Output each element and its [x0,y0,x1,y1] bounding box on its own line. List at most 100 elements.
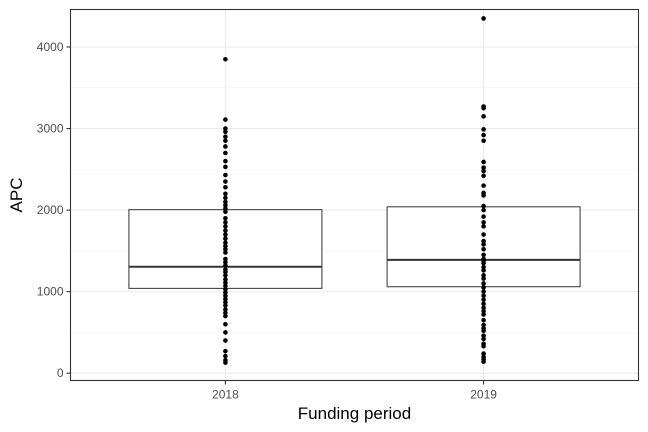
data-point [223,283,228,289]
data-point [223,179,228,184]
data-point [223,310,228,316]
data-point [481,264,486,270]
data-point [481,343,486,349]
data-point [481,232,486,237]
data-point [223,138,228,144]
data-point [223,202,228,208]
data-point [223,330,228,335]
data-point [223,134,228,139]
data-point [223,280,228,285]
data-point [481,308,486,314]
data-point [481,165,486,170]
data-point [223,215,228,221]
data-point [481,276,486,281]
data-point [223,290,228,295]
data-point [223,243,228,249]
data-point [223,263,228,268]
data-point [223,307,228,312]
panel-border [69,8,640,382]
data-point [481,297,486,303]
data-point [223,293,228,299]
data-point [223,360,228,365]
data-point [223,250,228,255]
data-point [223,150,228,156]
x-tick-label: 2019 [470,388,497,402]
data-point [223,259,228,265]
data-point [223,348,228,354]
data-point [481,359,486,365]
data-point [481,207,486,213]
data-point [481,333,486,338]
data-point [481,293,486,299]
data-point [481,138,486,144]
data-point [223,224,228,229]
data-point [481,203,486,209]
y-tick-label: 4000 [37,40,64,54]
data-point [481,224,486,229]
data-point [223,144,228,149]
data-point [481,328,486,334]
data-point [223,313,228,319]
y-axis-title: APC [7,178,26,213]
data-point [481,252,486,258]
data-point [481,268,486,273]
data-point [223,246,228,252]
y-tick-label: 0 [57,366,64,380]
data-point [223,273,228,278]
data-point [223,240,228,245]
data-point [481,173,486,179]
data-point [223,338,228,343]
data-point [481,214,486,219]
y-tick-label: 3000 [37,122,64,136]
data-point [223,164,228,170]
data-point [223,296,228,302]
data-point [481,305,486,311]
data-point [481,132,486,138]
data-point [223,56,228,62]
axes: 0 1000 2000 3000 4000 2018 2019 [37,40,497,401]
data-point [223,269,228,275]
data-point [223,303,228,308]
y-tick-label: 2000 [37,203,64,217]
data-point [223,209,228,215]
x-tick-label: 2018 [212,388,239,402]
data-point [223,353,228,359]
data-point [223,191,228,197]
data-point [481,168,486,174]
data-point [481,351,486,356]
data-point [223,117,228,122]
data-point [481,183,486,188]
data-point [481,260,486,266]
data-point [223,126,228,131]
data-point [481,273,486,278]
data-point [223,232,228,237]
data-point [223,228,228,233]
data-point [223,256,228,262]
data-point [481,312,486,317]
data-point [481,336,486,342]
data-point [223,199,228,205]
data-point [481,246,486,252]
data-point [481,242,486,247]
data-point [223,158,228,164]
x-axis-title: Funding period [298,404,411,423]
data-point [223,172,228,178]
data-point [481,114,486,119]
data-point [223,299,228,305]
data-point [223,184,228,190]
data-point [481,238,486,244]
data-point [481,16,486,21]
data-point [481,159,486,165]
data-point [223,286,228,292]
data-point [481,289,486,294]
data-point [481,322,486,328]
data-point [481,281,486,286]
data-point [223,129,228,135]
data-point [223,220,228,225]
data-point [481,317,486,323]
data-point [481,285,486,290]
data-point [481,220,486,225]
data-point [223,321,228,327]
data-point [223,195,228,201]
